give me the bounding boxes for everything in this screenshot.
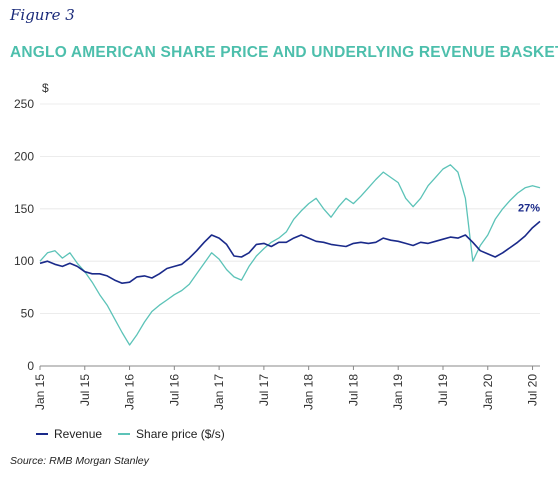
x-tick-label: Jan 17 [212, 374, 226, 410]
series-line-share-price [39, 164, 541, 346]
x-tick-label: Jul 17 [257, 374, 271, 406]
legend-swatch-revenue [36, 433, 48, 435]
y-tick-label: 50 [21, 307, 35, 321]
x-tick-label: Jan 20 [481, 374, 495, 410]
legend-item-revenue: Revenue [36, 427, 102, 441]
y-tick-label: 0 [27, 359, 34, 373]
x-tick-labels: Jan 15 Jul 15 Jan 16 Jul 16 Jan 17 Jul 17 Jan … [33, 366, 540, 410]
x-tick-label: Jan 19 [391, 374, 405, 410]
series-line-revenue [39, 220, 541, 284]
figure-label: Figure 3 [10, 6, 75, 24]
legend-label-share-price: Share price ($/s) [136, 427, 225, 441]
x-tick-label: Jul 19 [436, 374, 450, 406]
y-axis-label: $ [42, 81, 49, 95]
x-tick-label: Jul 20 [526, 374, 540, 406]
x-tick-label: Jan 18 [302, 374, 316, 410]
y-tick-label: 250 [14, 97, 34, 111]
legend-swatch-share-price [118, 433, 131, 435]
x-tick-label: Jan 15 [33, 374, 47, 410]
y-tick-label: 200 [14, 149, 34, 163]
x-tick-label: Jul 18 [346, 374, 360, 406]
y-tick-label: 100 [14, 254, 34, 268]
legend-item-share-price: Share price ($/s) [118, 427, 225, 441]
legend: Revenue Share price ($/s) [36, 427, 241, 441]
x-tick-label: Jan 16 [123, 374, 137, 410]
revenue-change-annotation: 27% [518, 202, 540, 214]
series-lines [39, 164, 541, 346]
chart-title: ANGLO AMERICAN SHARE PRICE AND UNDERLYIN… [10, 44, 558, 61]
y-tick-label: 150 [14, 202, 34, 216]
legend-label-revenue: Revenue [54, 427, 103, 441]
gridlines [40, 103, 540, 367]
x-tick-label: Jul 16 [167, 374, 181, 406]
y-tick-labels: 0 50 100 150 200 250 [14, 97, 34, 373]
x-tick-label: Jul 15 [78, 374, 92, 406]
source-note: Source: RMB Morgan Stanley [10, 455, 149, 467]
